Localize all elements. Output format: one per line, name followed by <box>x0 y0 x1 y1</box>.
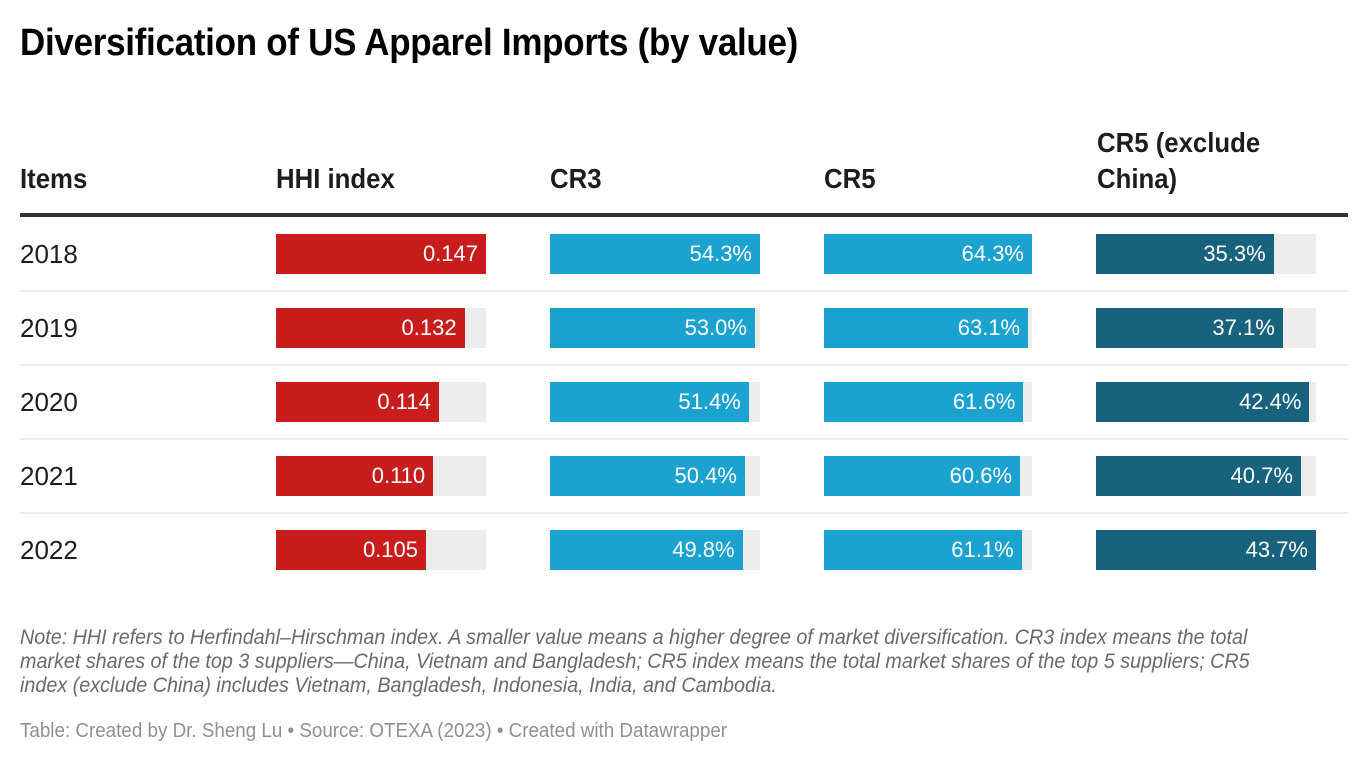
cr5-value-label: 61.1% <box>951 537 1014 562</box>
cr5-excl-bar: 35.3% <box>1096 234 1274 274</box>
cr5-excl-bar-track: 37.1% <box>1096 308 1316 348</box>
cr5-excl-bar-track: 35.3% <box>1096 234 1316 274</box>
hhi-value-label: 0.110 <box>371 463 426 488</box>
hhi-bar-track: 0.114 <box>276 382 486 422</box>
hhi-bar: 0.105 <box>276 530 426 570</box>
chart-footer: Table: Created by Dr. Sheng Lu • Source:… <box>20 720 728 742</box>
cr5-excl-bar: 37.1% <box>1096 308 1283 348</box>
cr5-value-label: 60.6% <box>949 463 1013 488</box>
cr3-bar: 49.8% <box>550 530 743 570</box>
hhi-bar: 0.110 <box>276 456 434 496</box>
cr3-bar: 50.4% <box>550 456 745 496</box>
cr5-excl-value-label: 43.7% <box>1245 537 1308 562</box>
cr3-value-label: 50.4% <box>674 463 737 488</box>
cr3-value-label: 54.3% <box>689 241 752 266</box>
row-divider <box>20 364 1348 366</box>
hhi-bar-track: 0.105 <box>276 530 486 570</box>
cr5-excl-bar: 40.7% <box>1096 456 1301 496</box>
cr5-excl-value-label: 40.7% <box>1230 463 1293 488</box>
row-divider <box>20 438 1348 440</box>
cr5-bar: 61.1% <box>824 530 1022 570</box>
cr5-value-label: 61.6% <box>952 389 1016 414</box>
hhi-bar-track: 0.132 <box>276 308 486 348</box>
cr5-bar-track: 60.6% <box>824 456 1032 496</box>
row-label: 2020 <box>20 387 78 417</box>
cr5-bar: 63.1% <box>824 308 1029 348</box>
cr5-bar: 60.6% <box>824 456 1021 496</box>
hhi-bar-track: 0.147 <box>276 234 486 274</box>
hhi-bar-track: 0.110 <box>276 456 486 496</box>
cr3-bar: 54.3% <box>550 234 760 274</box>
cr5-excl-bar-track: 43.7% <box>1096 530 1316 570</box>
cr5-excl-value-label: 37.1% <box>1212 315 1275 340</box>
chart-note: Note: HHI refers to Herfindahl–Hirschman… <box>20 626 1250 697</box>
cr5-excl-bar-track: 40.7% <box>1096 456 1316 496</box>
column-header-cr5-excl[interactable]: CR5 (exclude China) <box>1097 127 1261 194</box>
cr5-excl-value-label: 42.4% <box>1239 389 1302 414</box>
column-header-hhi[interactable]: HHI index <box>276 163 395 194</box>
cr5-bar: 64.3% <box>824 234 1032 274</box>
hhi-value-label: 0.132 <box>401 315 457 340</box>
row-divider <box>20 290 1348 292</box>
cr3-value-label: 53.0% <box>684 315 747 340</box>
cr5-excl-bar-track: 42.4% <box>1096 382 1316 422</box>
cr3-bar: 51.4% <box>550 382 749 422</box>
column-header-items[interactable]: Items <box>20 163 88 194</box>
row-label: 2022 <box>20 535 78 565</box>
cr5-bar: 61.6% <box>824 382 1024 422</box>
header-rule <box>20 213 1348 217</box>
hhi-bar: 0.114 <box>276 382 439 422</box>
column-header-cr5[interactable]: CR5 <box>824 163 876 194</box>
hhi-value-label: 0.105 <box>362 537 418 562</box>
cr5-excl-bar: 42.4% <box>1096 382 1310 422</box>
cr3-value-label: 51.4% <box>678 389 741 414</box>
cr3-bar-track: 53.0% <box>550 308 760 348</box>
column-header-cr3[interactable]: CR3 <box>550 163 602 194</box>
hhi-bar: 0.132 <box>276 308 465 348</box>
row-divider <box>20 512 1348 514</box>
cr3-bar-track: 54.3% <box>550 234 760 274</box>
row-label: 2018 <box>20 239 78 269</box>
cr3-bar-track: 49.8% <box>550 530 760 570</box>
cr5-bar-track: 64.3% <box>824 234 1032 274</box>
cr3-bar-track: 51.4% <box>550 382 760 422</box>
cr5-bar-track: 61.6% <box>824 382 1032 422</box>
hhi-value-label: 0.114 <box>377 389 431 414</box>
cr5-value-label: 64.3% <box>961 241 1024 266</box>
cr5-bar-track: 61.1% <box>824 530 1032 570</box>
hhi-value-label: 0.147 <box>422 241 478 266</box>
row-label: 2021 <box>20 461 78 491</box>
chart-title: Diversification of US Apparel Imports (b… <box>20 22 799 64</box>
hhi-bar: 0.147 <box>276 234 486 274</box>
row-label: 2019 <box>20 313 78 343</box>
cr3-bar: 53.0% <box>550 308 755 348</box>
cr3-bar-track: 50.4% <box>550 456 760 496</box>
cr5-bar-track: 63.1% <box>824 308 1032 348</box>
cr5-excl-value-label: 35.3% <box>1203 241 1266 266</box>
cr3-value-label: 49.8% <box>672 537 735 562</box>
cr5-excl-bar: 43.7% <box>1096 530 1316 570</box>
cr5-value-label: 63.1% <box>957 315 1021 340</box>
